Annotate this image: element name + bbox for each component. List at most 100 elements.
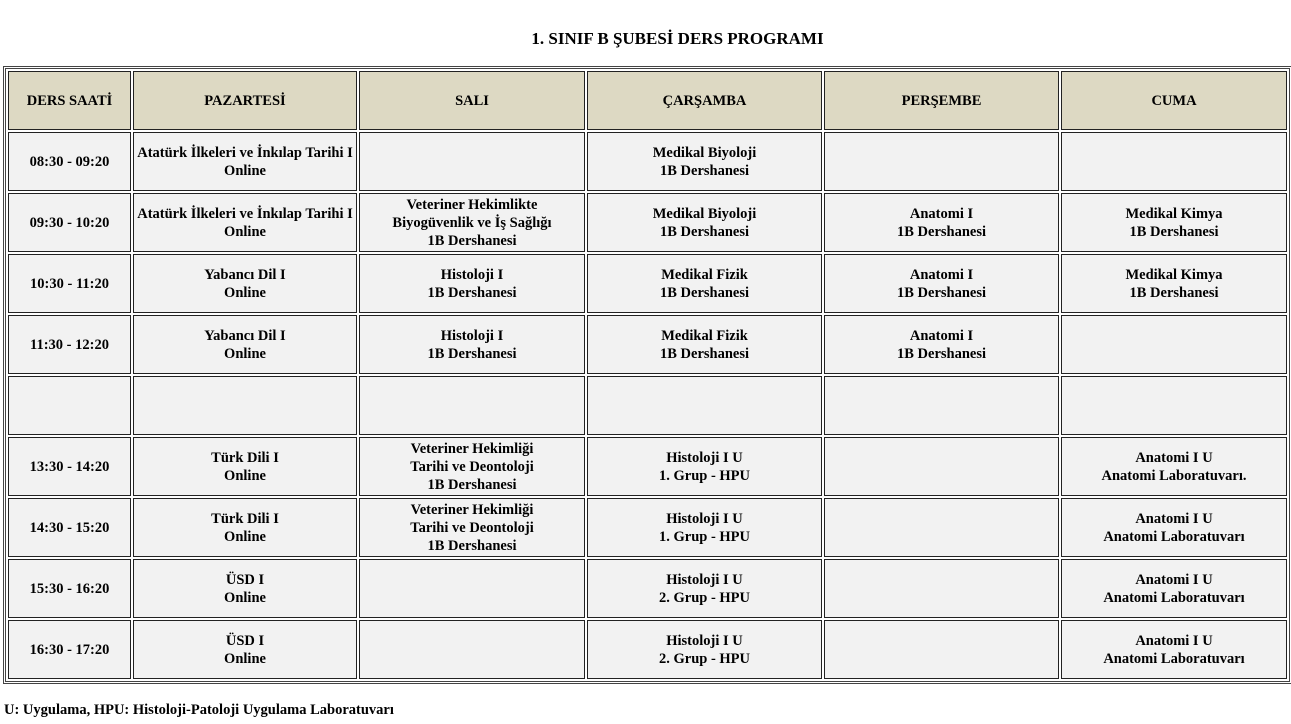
course-cell: Medikal Kimya 1B Dershanesi [1061, 254, 1287, 313]
course-detail: 1B Dershanesi [427, 284, 517, 301]
course-name: Histoloji I U [666, 510, 743, 527]
course-cell: Medikal Kimya 1B Dershanesi [1061, 193, 1287, 252]
course-name: Medikal Fizik [661, 327, 748, 344]
table-row: 16:30 - 17:20 ÜSD I Online Histoloji I U 2. … [8, 620, 1287, 679]
course-cell: Yabancı Dil I Online [133, 254, 357, 313]
course-name: Türk Dili I [211, 449, 279, 466]
course-cell: Histoloji I 1B Dershanesi [359, 315, 585, 374]
course-cell: Histoloji I U 1. Grup - HPU [587, 437, 822, 496]
course-detail: Online [224, 284, 266, 301]
course-cell: Anatomi I U Anatomi Laboratuvarı [1061, 620, 1287, 679]
time-slot [8, 376, 131, 435]
course-cell [824, 498, 1059, 557]
course-name: Medikal Fizik [661, 266, 748, 283]
time-slot: 08:30 - 09:20 [8, 132, 131, 191]
course-cell: Anatomi I U Anatomi Laboratuvarı [1061, 498, 1287, 557]
course-name: Anatomi I U [1135, 571, 1213, 588]
column-header: SALI [359, 71, 585, 130]
course-cell: ÜSD I Online [133, 620, 357, 679]
course-detail: Online [224, 650, 266, 667]
course-cell: Histoloji I U 1. Grup - HPU [587, 498, 822, 557]
course-name: Türk Dili I [211, 510, 279, 527]
table-row: 13:30 - 14:20 Türk Dili I Online Veteriner … [8, 437, 1287, 496]
course-cell [1061, 376, 1287, 435]
course-name: Veteriner Hekimlikte [406, 196, 538, 213]
course-cell: Türk Dili I Online [133, 498, 357, 557]
course-detail: 1B Dershanesi [659, 162, 750, 179]
course-name: Histoloji I U [666, 571, 743, 588]
course-cell: Medikal Biyoloji 1B Dershanesi [587, 193, 822, 252]
course-detail: Anatomi Laboratuvarı [1103, 528, 1245, 545]
course-cell: Histoloji I U 2. Grup - HPU [587, 559, 822, 618]
course-name: Medikal Kimya [1125, 205, 1223, 222]
course-name: Anatomi I U [1135, 632, 1213, 649]
time-slot: 11:30 - 12:20 [8, 315, 131, 374]
course-detail: Online [224, 162, 266, 179]
course-cell: Medikal Fizik 1B Dershanesi [587, 254, 822, 313]
course-detail: Online [224, 467, 266, 484]
column-header: PERŞEMBE [824, 71, 1059, 130]
course-cell: Anatomi I U Anatomi Laboratuvarı. [1061, 437, 1287, 496]
course-detail: 1B Dershanesi [427, 537, 517, 554]
course-name: ÜSD I [225, 632, 265, 649]
course-name: Yabancı Dil I [204, 266, 286, 283]
course-name: Histoloji I U [666, 632, 743, 649]
course-cell [359, 132, 585, 191]
course-detail: Tarihi ve Deontoloji [410, 458, 534, 475]
course-cell [824, 376, 1059, 435]
course-cell: Anatomi I 1B Dershanesi [824, 193, 1059, 252]
course-cell [824, 132, 1059, 191]
course-detail: 2. Grup - HPU [658, 589, 751, 606]
course-cell: Veteriner Hekimliği Tarihi ve Deontoloji 1… [359, 437, 585, 496]
course-detail: 1B Dershanesi [659, 345, 750, 362]
course-cell: Türk Dili I Online [133, 437, 357, 496]
legend-note: U: Uygulama, HPU: Histoloji-Patoloji Uyg… [4, 702, 394, 718]
course-name: Medikal Kimya [1125, 266, 1223, 283]
course-cell: Histoloji I U 2. Grup - HPU [587, 620, 822, 679]
course-detail: 1B Dershanesi [427, 345, 517, 362]
time-slot: 13:30 - 14:20 [8, 437, 131, 496]
course-detail: Anatomi Laboratuvarı. [1101, 467, 1247, 484]
course-cell: ÜSD I Online [133, 559, 357, 618]
table-row: 14:30 - 15:20 Türk Dili I Online Veteriner … [8, 498, 1287, 557]
course-cell: Histoloji I 1B Dershanesi [359, 254, 585, 313]
course-cell: Yabancı Dil I Online [133, 315, 357, 374]
course-cell [824, 559, 1059, 618]
course-name: Anatomi I [909, 327, 974, 344]
table-row: 11:30 - 12:20 Yabancı Dil I Online Histoloj… [8, 315, 1287, 374]
course-cell [824, 437, 1059, 496]
course-cell: Veteriner Hekimliği Tarihi ve Deontoloji 1… [359, 498, 585, 557]
course-detail: 1B Dershanesi [896, 223, 987, 240]
course-name: Histoloji I [440, 266, 504, 283]
course-detail: 1B Dershanesi [1129, 223, 1219, 240]
course-cell: Anatomi I 1B Dershanesi [824, 254, 1059, 313]
time-slot: 09:30 - 10:20 [8, 193, 131, 252]
course-detail: Online [224, 589, 266, 606]
course-cell [1061, 132, 1287, 191]
course-detail: 1B Dershanesi [659, 223, 750, 240]
page-title: 1. SINIF B ŞUBESİ DERS PROGRAMI [531, 29, 824, 48]
course-cell: Atatürk İlkeleri ve İnkılap Tarihi I Onli… [133, 132, 357, 191]
course-detail: 1B Dershanesi [896, 345, 987, 362]
course-detail: 1B Dershanesi [659, 284, 750, 301]
table-row: 08:30 - 09:20 Atatürk İlkeleri ve İnkılap… [8, 132, 1287, 191]
course-name: Anatomi I [909, 205, 974, 222]
course-name: Anatomi I [909, 266, 974, 283]
header-row: DERS SAATİ PAZARTESİ SALI ÇARŞAMBA PERŞEMBE C… [8, 71, 1287, 130]
course-cell [1061, 315, 1287, 374]
course-detail: 1. Grup - HPU [658, 528, 751, 545]
course-cell: Veteriner Hekimlikte Biyogüvenlik ve İş S… [359, 193, 585, 252]
column-header: ÇARŞAMBA [587, 71, 822, 130]
course-cell: Anatomi I 1B Dershanesi [824, 315, 1059, 374]
time-slot: 16:30 - 17:20 [8, 620, 131, 679]
table-row: 10:30 - 11:20 Yabancı Dil I Online Histoloj… [8, 254, 1287, 313]
course-name: Atatürk İlkeleri ve İnkılap Tarihi I [137, 144, 353, 161]
column-header: DERS SAATİ [8, 71, 131, 130]
course-name: Medikal Biyoloji [652, 144, 757, 161]
course-name: Anatomi I U [1135, 449, 1213, 466]
course-cell [824, 620, 1059, 679]
time-slot: 15:30 - 16:20 [8, 559, 131, 618]
course-detail: Online [224, 345, 266, 362]
course-detail: Online [224, 223, 266, 240]
course-cell: Medikal Biyoloji 1B Dershanesi [587, 132, 822, 191]
